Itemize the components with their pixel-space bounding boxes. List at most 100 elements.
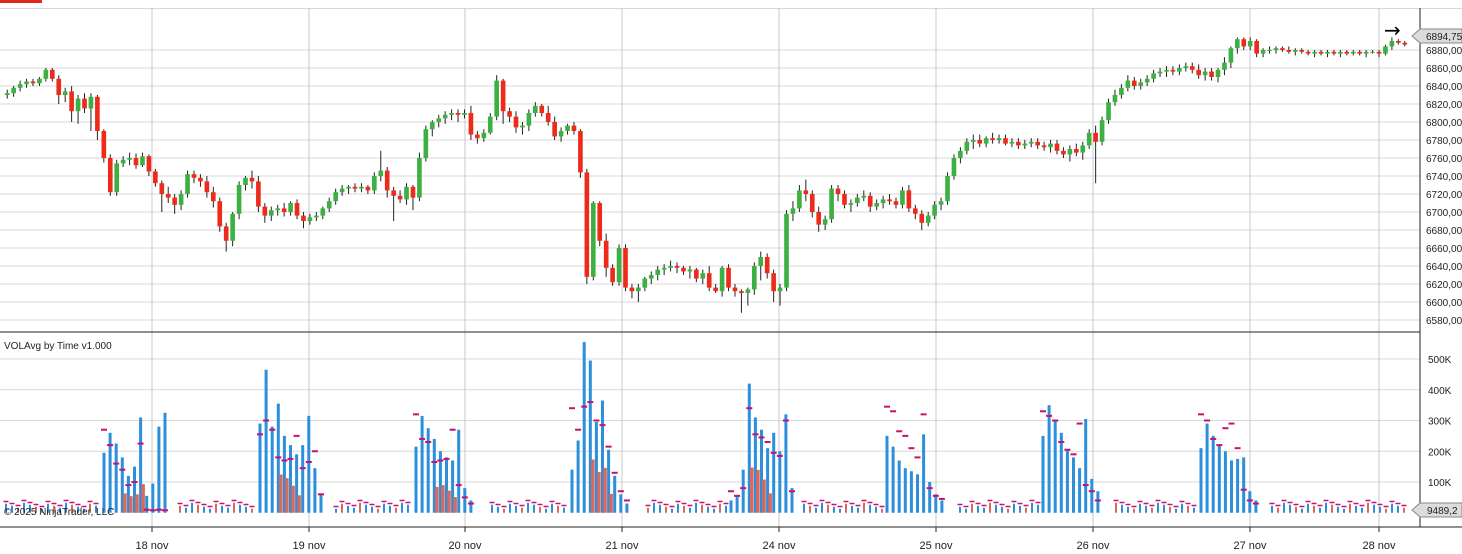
candle — [874, 199, 879, 211]
candle — [1035, 138, 1040, 149]
candle — [906, 185, 912, 212]
candle — [623, 244, 628, 292]
candle — [320, 206, 326, 220]
candle — [210, 186, 216, 208]
volume-axis-labels: 500K 400K 300K 200K 100K — [1428, 355, 1452, 489]
candle — [487, 113, 493, 135]
volume-avg-mark — [293, 434, 300, 437]
volume-bar — [1047, 405, 1051, 513]
volume-bar-small — [723, 502, 729, 513]
candle — [732, 284, 738, 297]
volume-avg-mark — [926, 487, 933, 490]
candle — [1086, 129, 1092, 149]
volume-bar — [289, 445, 292, 513]
volume-bar-small — [1167, 503, 1173, 513]
volume-bar — [619, 494, 623, 513]
copyright-text: © 2025 NinjaTrader, LLC — [4, 507, 114, 518]
time-tick-label: 21 nov — [605, 540, 639, 552]
candle — [462, 109, 467, 119]
volume-avg-mark — [455, 484, 462, 487]
volume-avg-mark — [467, 502, 474, 505]
volume-bar-small — [699, 501, 705, 513]
candle — [1009, 138, 1015, 148]
volume-bar-small — [399, 499, 405, 513]
volume-bar-small — [495, 503, 501, 513]
volume-bar — [307, 415, 311, 513]
volume-avg-mark — [932, 494, 939, 497]
candle — [236, 181, 242, 220]
candle — [1376, 50, 1382, 58]
volume-grid — [0, 358, 1420, 483]
window-top-strip — [0, 0, 1462, 9]
volume-avg-mark — [143, 508, 150, 511]
volume-bar-red — [285, 478, 289, 513]
candle — [661, 264, 667, 275]
volume-bar — [145, 495, 149, 513]
candle — [249, 170, 255, 189]
volume-avg-mark — [437, 459, 444, 462]
candle — [1222, 57, 1227, 76]
volume-bar — [1072, 457, 1075, 513]
candle — [1209, 68, 1214, 81]
candle — [1267, 46, 1272, 54]
volume-bar-small — [1155, 499, 1161, 513]
candle — [739, 289, 744, 313]
volume-bar-small — [249, 505, 255, 513]
candle — [1138, 78, 1144, 90]
candle — [565, 123, 570, 135]
candle — [777, 284, 783, 306]
volume-bar-small — [873, 503, 879, 513]
volume-bar-small — [1185, 502, 1191, 513]
volume-bar-small — [651, 499, 657, 513]
candle — [867, 192, 873, 212]
volume-bar — [426, 428, 430, 513]
candle — [372, 172, 377, 194]
volume-bar — [582, 342, 586, 513]
volume-bar — [940, 500, 944, 513]
volume-bar — [766, 448, 770, 513]
candle — [1292, 48, 1298, 56]
candle — [590, 201, 596, 281]
volume-bar-small — [1011, 500, 1017, 513]
price-tick-label: 6660,00 — [1426, 244, 1462, 255]
candle — [365, 185, 371, 194]
candle — [771, 269, 776, 302]
volume-bar-small — [525, 499, 531, 513]
volume-bar-small — [849, 502, 855, 513]
volume-avg-mark — [758, 436, 765, 439]
volume-bar-small — [51, 502, 57, 513]
volume-bar — [133, 466, 136, 513]
candle — [404, 183, 409, 205]
candle — [1106, 98, 1111, 124]
volume-bar — [445, 457, 448, 513]
arrow-right-icon[interactable]: → — [1384, 18, 1401, 42]
volume-bar-small — [225, 504, 231, 513]
candle — [1312, 50, 1317, 58]
candle — [62, 87, 68, 103]
volume-avg-mark — [1216, 444, 1223, 447]
last-price-marker: 6894,75 — [1411, 28, 1462, 44]
candle — [964, 138, 970, 155]
volume-bar-small — [1179, 500, 1185, 513]
indicator-title[interactable]: VOLAvg by Time v1.000 — [4, 341, 112, 352]
volume-bar-small — [357, 499, 363, 513]
volume-bar-small — [195, 501, 201, 513]
volume-bar-small — [1281, 499, 1287, 513]
candle — [1144, 75, 1150, 86]
volume-avg-mark — [599, 424, 606, 427]
volume-bar-red — [135, 494, 139, 513]
volume-bar-small — [489, 501, 495, 513]
volume-bar — [139, 417, 143, 513]
candle — [1286, 46, 1292, 54]
volume-bar — [1236, 458, 1240, 513]
volume-avg-mark — [764, 441, 771, 444]
volume-bar-small — [1029, 499, 1035, 513]
last-volume-label: 9489,2 — [1427, 506, 1458, 517]
volume-bar-small — [1383, 505, 1389, 513]
volume-bar-small — [87, 500, 93, 513]
volume-avg-mark — [131, 481, 138, 483]
candle — [442, 111, 448, 124]
volume-bar-small — [1005, 505, 1011, 513]
candlestick-series — [4, 37, 1408, 313]
